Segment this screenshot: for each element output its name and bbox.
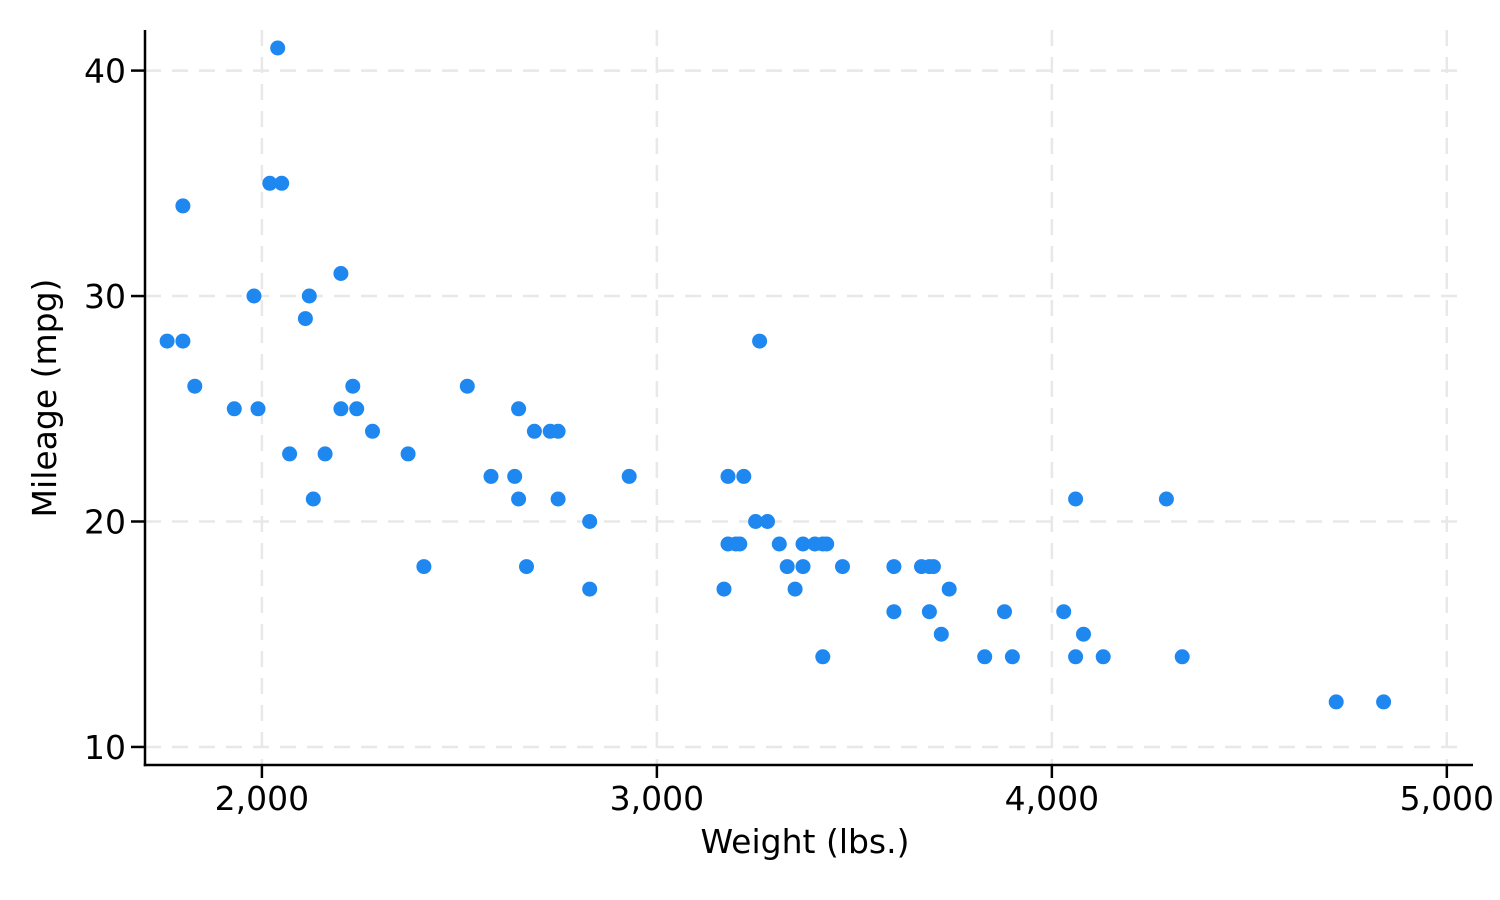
data-point bbox=[1076, 626, 1091, 642]
data-point bbox=[716, 581, 732, 597]
x-tick-labels: 2,000 3,000 4,000 5,000 bbox=[215, 779, 1494, 818]
data-point bbox=[507, 468, 523, 484]
data-point bbox=[246, 288, 262, 304]
data-point bbox=[787, 581, 803, 597]
gridlines bbox=[145, 30, 1465, 765]
x-tick-label: 3,000 bbox=[610, 779, 704, 818]
data-point bbox=[925, 559, 941, 575]
data-point bbox=[301, 288, 317, 304]
data-point bbox=[400, 446, 416, 462]
data-point bbox=[550, 423, 566, 439]
data-point bbox=[175, 198, 191, 214]
data-point bbox=[187, 378, 203, 394]
data-point bbox=[333, 266, 349, 281]
data-point bbox=[886, 604, 902, 620]
data-point bbox=[771, 536, 787, 552]
data-point bbox=[795, 536, 811, 552]
data-point bbox=[1004, 649, 1020, 665]
data-point bbox=[795, 559, 811, 575]
data-point bbox=[365, 423, 380, 439]
data-point bbox=[779, 559, 795, 575]
x-tick-label: 2,000 bbox=[215, 779, 309, 818]
data-point bbox=[511, 491, 527, 507]
data-point bbox=[459, 378, 475, 394]
data-point bbox=[886, 559, 902, 575]
data-point bbox=[997, 604, 1012, 620]
data-point bbox=[282, 446, 298, 462]
data-point bbox=[526, 423, 542, 439]
data-point bbox=[1158, 491, 1174, 507]
data-point bbox=[1376, 694, 1392, 710]
data-point bbox=[582, 514, 598, 529]
y-tick-label: 30 bbox=[84, 277, 126, 316]
data-points bbox=[159, 40, 1392, 710]
data-point bbox=[732, 536, 748, 552]
data-point bbox=[270, 40, 286, 56]
data-point bbox=[941, 581, 957, 597]
data-point bbox=[550, 491, 566, 507]
data-point bbox=[274, 175, 290, 191]
data-point bbox=[933, 626, 949, 642]
data-point bbox=[511, 401, 527, 417]
y-axis-title: Mileage (mpg) bbox=[25, 279, 64, 518]
data-point bbox=[760, 514, 775, 529]
data-point bbox=[1174, 649, 1190, 665]
data-point bbox=[305, 491, 321, 507]
data-point bbox=[819, 536, 835, 552]
x-tick-label: 4,000 bbox=[1005, 779, 1099, 818]
data-point bbox=[333, 401, 349, 417]
data-point bbox=[752, 333, 768, 349]
data-point bbox=[720, 468, 736, 484]
data-point bbox=[835, 559, 850, 575]
data-point bbox=[748, 514, 764, 529]
data-point bbox=[250, 401, 266, 417]
data-point bbox=[1056, 604, 1072, 620]
data-point bbox=[226, 401, 242, 417]
data-point bbox=[582, 581, 598, 597]
data-point bbox=[815, 649, 831, 665]
data-point bbox=[977, 649, 993, 665]
y-tick-labels: 10 20 30 40 bbox=[84, 52, 126, 767]
data-point bbox=[621, 468, 637, 484]
data-point bbox=[349, 401, 365, 417]
data-point bbox=[1068, 649, 1084, 665]
data-point bbox=[519, 559, 534, 575]
data-point bbox=[736, 468, 752, 484]
x-axis-title: Weight (lbs.) bbox=[700, 822, 909, 861]
data-point bbox=[159, 333, 175, 349]
data-point bbox=[1095, 649, 1111, 665]
data-point bbox=[175, 333, 191, 349]
x-tick-label: 5,000 bbox=[1400, 779, 1494, 818]
axis-ticks bbox=[131, 69, 1449, 778]
data-point bbox=[345, 378, 361, 394]
data-point bbox=[262, 175, 278, 191]
y-tick-label: 40 bbox=[84, 52, 126, 91]
data-point bbox=[297, 311, 313, 327]
y-tick-label: 10 bbox=[84, 728, 126, 767]
data-point bbox=[317, 446, 333, 462]
data-point bbox=[1068, 491, 1084, 507]
data-point bbox=[1328, 694, 1344, 710]
y-tick-label: 20 bbox=[84, 503, 126, 542]
data-point bbox=[483, 468, 499, 484]
data-point bbox=[416, 559, 432, 575]
data-point bbox=[921, 604, 937, 620]
